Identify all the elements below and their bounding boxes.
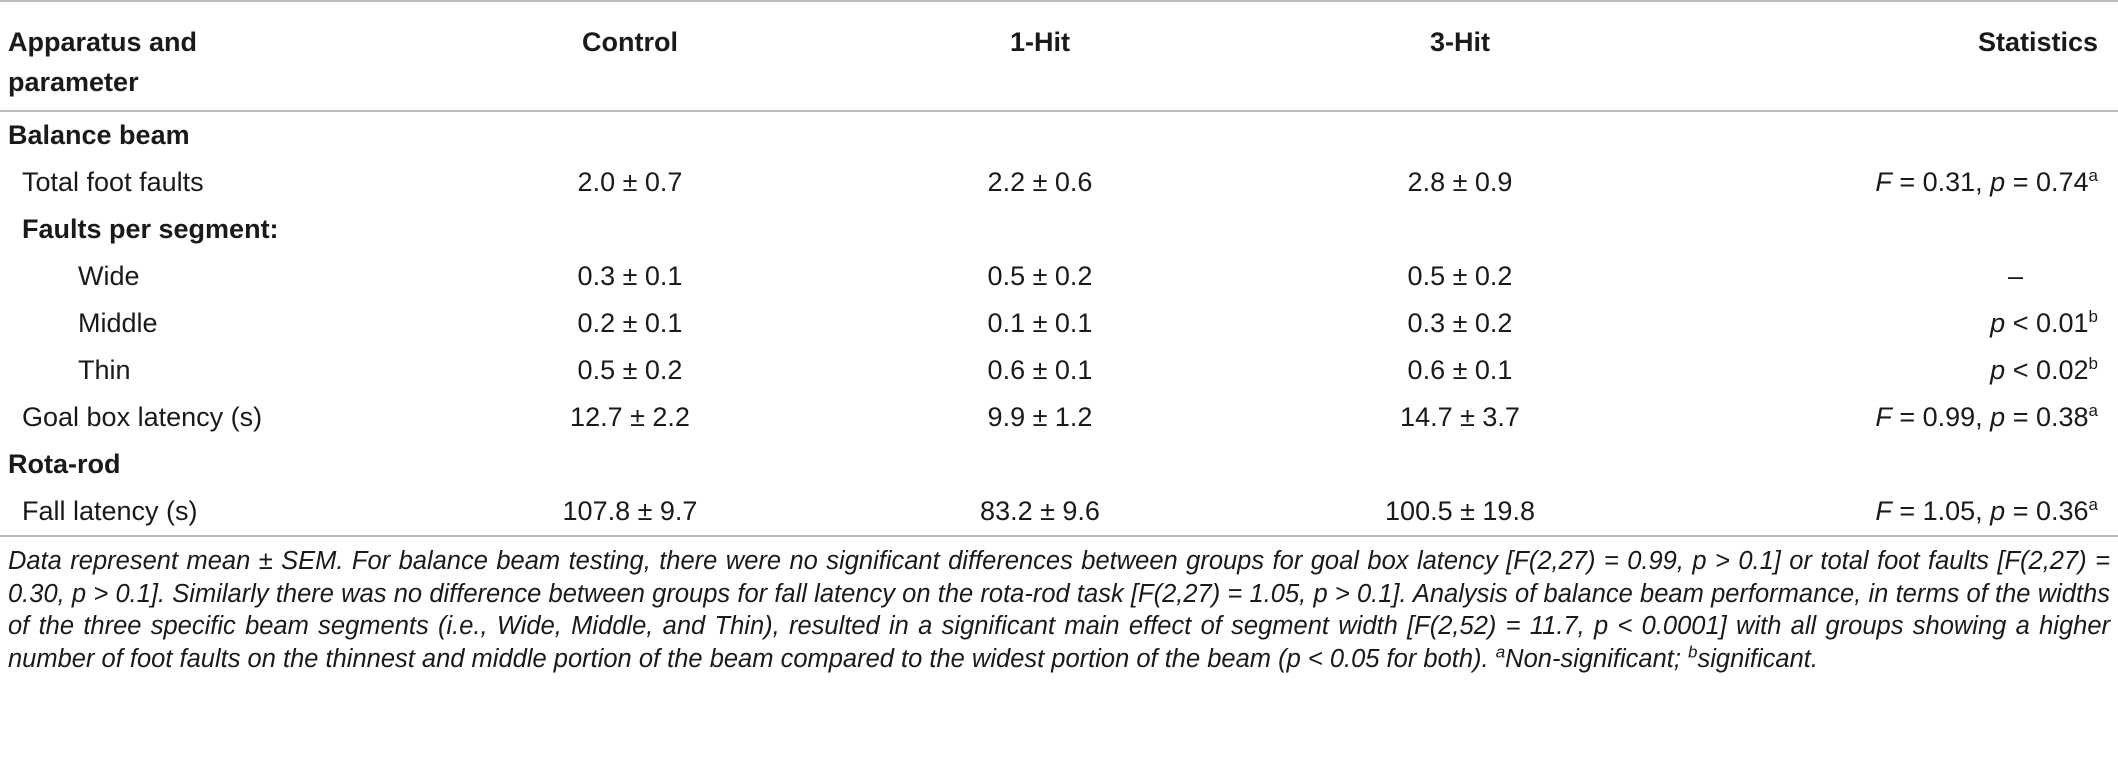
row-label: Wide — [78, 261, 140, 291]
results-table-container: Apparatus and parameter Control 1-Hit 3-H… — [0, 0, 2118, 673]
row-label: Goal box latency (s) — [22, 402, 263, 432]
header-1hit: 1-Hit — [830, 0, 1250, 111]
cell-control: 0.3 ± 0.1 — [577, 261, 683, 291]
table-row: Goal box latency (s) 12.7 ± 2.2 9.9 ± 1.… — [0, 394, 2118, 441]
cell-1hit: 0.6 ± 0.1 — [987, 355, 1093, 385]
header-control: Control — [430, 0, 830, 111]
section-label: Balance beam — [8, 120, 190, 150]
cell-statistics: – — [2007, 261, 2023, 291]
cell-3hit: 0.6 ± 0.1 — [1407, 355, 1513, 385]
cell-control: 12.7 ± 2.2 — [570, 402, 690, 432]
cell-3hit: 0.3 ± 0.2 — [1407, 308, 1513, 338]
row-label: Thin — [78, 355, 131, 385]
table-header-row: Apparatus and parameter Control 1-Hit 3-H… — [0, 0, 2118, 111]
section-row-balance-beam: Balance beam — [0, 111, 2118, 159]
section-label: Rota-rod — [8, 449, 121, 479]
section-row-rota-rod: Rota-rod — [0, 441, 2118, 488]
table-footnote: Data represent mean ± SEM. For balance b… — [8, 547, 2110, 673]
cell-3hit: 0.5 ± 0.2 — [1407, 261, 1513, 291]
cell-1hit: 2.2 ± 0.6 — [987, 167, 1093, 197]
subsection-label: Faults per segment: — [22, 214, 279, 244]
cell-1hit: 0.5 ± 0.2 — [987, 261, 1093, 291]
cell-statistics: F = 0.99, p = 0.38a — [1875, 401, 2098, 432]
cell-1hit: 0.1 ± 0.1 — [987, 308, 1093, 338]
row-label: Fall latency (s) — [0, 488, 430, 537]
cell-control: 0.5 ± 0.2 — [577, 355, 683, 385]
cell-3hit: 14.7 ± 3.7 — [1400, 402, 1520, 432]
cell-control: 0.2 ± 0.1 — [577, 308, 683, 338]
row-label: Middle — [78, 308, 158, 338]
table-row: Total foot faults 2.0 ± 0.7 2.2 ± 0.6 2.… — [0, 159, 2118, 206]
cell-3hit: 2.8 ± 0.9 — [1407, 167, 1513, 197]
table-row: Fall latency (s) 107.8 ± 9.7 83.2 ± 9.6 … — [0, 488, 2118, 537]
header-apparatus: Apparatus and parameter — [0, 0, 430, 111]
table-row: Middle 0.2 ± 0.1 0.1 ± 0.1 0.3 ± 0.2 p <… — [0, 300, 2118, 347]
header-3hit: 3-Hit — [1250, 0, 1670, 111]
cell-control: 107.8 ± 9.7 — [430, 488, 830, 537]
cell-statistics: p < 0.01b — [1990, 307, 2098, 338]
row-label: Total foot faults — [22, 167, 204, 197]
cell-1hit: 9.9 ± 1.2 — [987, 402, 1093, 432]
cell-3hit: 100.5 ± 19.8 — [1250, 488, 1670, 537]
table-row: Faults per segment: — [0, 206, 2118, 253]
cell-statistics: F = 0.31, p = 0.74a — [1875, 166, 2098, 197]
table-row: Thin 0.5 ± 0.2 0.6 ± 0.1 0.6 ± 0.1 p < 0… — [0, 347, 2118, 394]
cell-1hit: 83.2 ± 9.6 — [830, 488, 1250, 537]
cell-statistics: F = 1.05, p = 0.36a — [1670, 488, 2118, 537]
header-statistics: Statistics — [1670, 0, 2118, 111]
table-row: Wide 0.3 ± 0.1 0.5 ± 0.2 0.5 ± 0.2 – — [0, 253, 2118, 300]
cell-statistics: p < 0.02b — [1990, 354, 2098, 385]
cell-control: 2.0 ± 0.7 — [577, 167, 683, 197]
behavior-results-table: Apparatus and parameter Control 1-Hit 3-H… — [0, 0, 2118, 537]
